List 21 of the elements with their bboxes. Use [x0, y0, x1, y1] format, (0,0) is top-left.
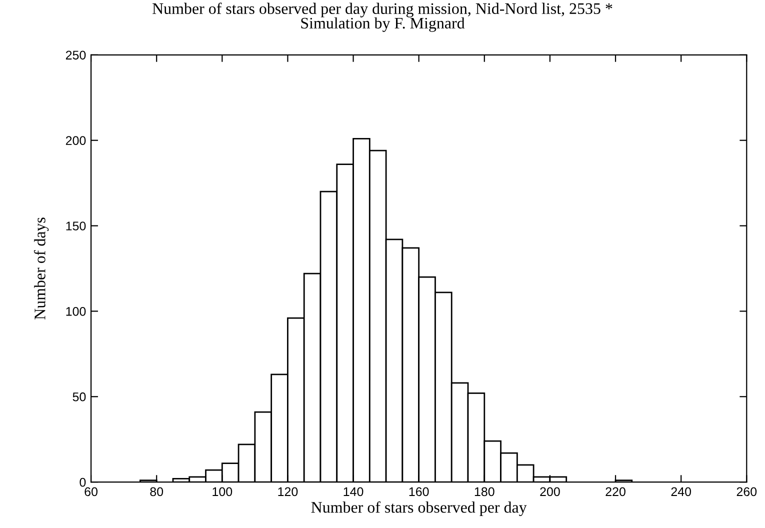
y-tick-label: 50	[72, 392, 86, 402]
x-tick-label: 200	[540, 487, 560, 496]
y-tick-label: 100	[66, 307, 86, 316]
x-tick-label: 140	[344, 487, 364, 496]
x-tick-label: 60	[84, 487, 98, 496]
y-axis-title: Number of days	[34, 218, 49, 320]
chart-title: Number of stars observed per day during mission, Nid-Nord list, 2535 *	[152, 2, 612, 18]
y-tick-label: 150	[66, 222, 86, 230]
y-tick-label: 0	[80, 478, 86, 487]
y-tick-label: 200	[66, 136, 86, 145]
x-tick-label: 100	[212, 487, 232, 496]
x-tick-label: 160	[409, 487, 429, 496]
chart-subtitle: Simulation by F. Mignard	[301, 17, 465, 32]
x-tick-label: 120	[278, 487, 298, 496]
x-tick-label: 80	[150, 487, 164, 496]
x-tick-label: 180	[474, 487, 494, 496]
y-tick-label: 250	[66, 50, 86, 60]
x-tick-label: 240	[671, 487, 692, 496]
x-tick-label: 260	[736, 487, 757, 496]
x-tick-label: 220	[606, 487, 626, 496]
x-axis-title: Number of stars observed per day	[311, 501, 527, 516]
